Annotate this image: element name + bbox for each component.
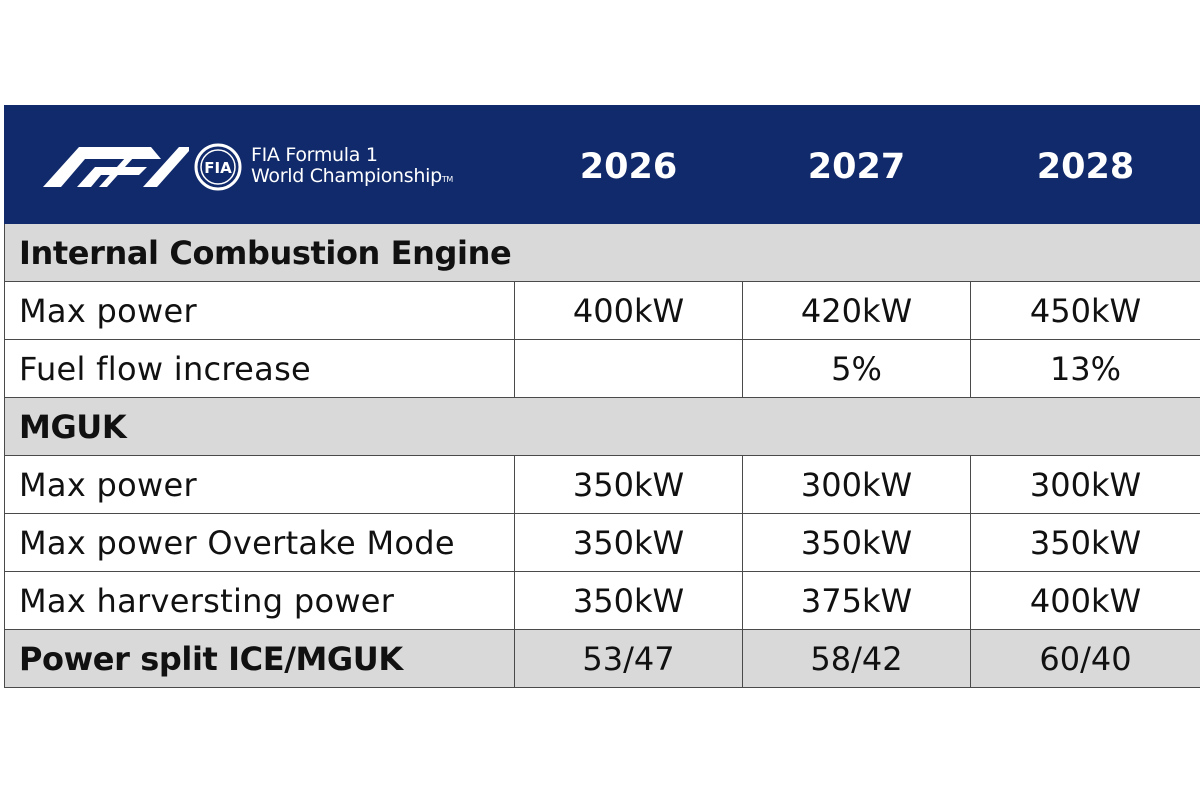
table-row: Fuel flow increase 5% 13% — [4, 339, 1200, 398]
table-row: Max power Overtake Mode 350kW 350kW 350k… — [4, 513, 1200, 572]
regulations-table-container: FIA FIA Formula 1 World ChampionshipTM 2… — [4, 105, 1200, 693]
cell-2027: 350kW — [742, 513, 971, 572]
championship-logo: FIA FIA Formula 1 World ChampionshipTM — [39, 142, 453, 192]
cell-2026 — [514, 339, 743, 398]
cell-2026: 350kW — [514, 571, 743, 630]
cell-2027: 5% — [742, 339, 971, 398]
power-split-row: Power split ICE/MGUK 53/47 58/42 60/40 — [4, 629, 1200, 688]
fia-badge-icon: FIA — [193, 142, 243, 192]
cell-2028: 350kW — [970, 513, 1200, 572]
cell-2027: 375kW — [742, 571, 971, 630]
row-label: Max harversting power — [4, 571, 515, 630]
championship-title-line2: World Championship — [251, 164, 442, 187]
cell-2026: 350kW — [514, 513, 743, 572]
cell-2027: 420kW — [742, 281, 971, 340]
table-row: Max power 400kW 420kW 450kW — [4, 281, 1200, 340]
regulations-table: FIA FIA Formula 1 World ChampionshipTM 2… — [4, 105, 1200, 688]
cell-2028: 450kW — [970, 281, 1200, 340]
power-split-2026: 53/47 — [514, 629, 743, 688]
row-label: Max power — [4, 455, 515, 514]
row-label: Max power — [4, 281, 515, 340]
cell-2028: 300kW — [970, 455, 1200, 514]
year-header-2028: 2028 — [970, 105, 1200, 224]
section-title-mguk: MGUK — [4, 397, 1200, 456]
row-label: Max power Overtake Mode — [4, 513, 515, 572]
table-row: Max power 350kW 300kW 300kW — [4, 455, 1200, 514]
year-header-2026: 2026 — [514, 105, 743, 224]
power-split-2027: 58/42 — [742, 629, 971, 688]
cell-2026: 350kW — [514, 455, 743, 514]
logo-cell: FIA FIA Formula 1 World ChampionshipTM — [4, 105, 515, 224]
power-split-2028: 60/40 — [970, 629, 1200, 688]
power-split-label: Power split ICE/MGUK — [4, 629, 515, 688]
championship-title: FIA Formula 1 World ChampionshipTM — [251, 143, 454, 190]
cell-2027: 300kW — [742, 455, 971, 514]
cell-2028: 400kW — [970, 571, 1200, 630]
f1-logo-icon — [39, 147, 189, 187]
year-header-2027: 2027 — [742, 105, 971, 224]
cell-2026: 400kW — [514, 281, 743, 340]
table-row: Max harversting power 350kW 375kW 400kW — [4, 571, 1200, 630]
championship-title-line1: FIA Formula 1 — [251, 143, 378, 166]
trademark-mark: TM — [441, 174, 454, 184]
section-row-mguk: MGUK — [4, 397, 1200, 456]
svg-text:FIA: FIA — [204, 159, 232, 177]
header-row: FIA FIA Formula 1 World ChampionshipTM 2… — [4, 105, 1200, 224]
section-title-ice: Internal Combustion Engine — [4, 223, 1200, 282]
section-row-ice: Internal Combustion Engine — [4, 223, 1200, 282]
cell-2028: 13% — [970, 339, 1200, 398]
row-label: Fuel flow increase — [4, 339, 515, 398]
